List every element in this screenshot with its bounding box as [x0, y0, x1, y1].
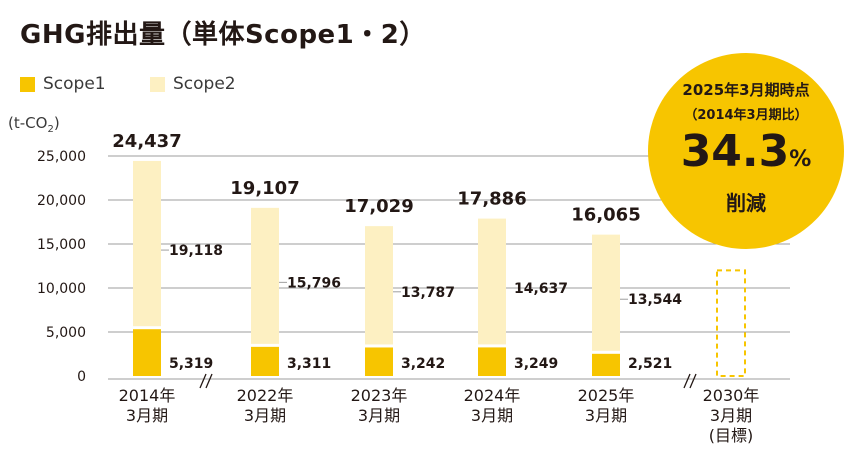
bar-scope1: [251, 346, 279, 376]
x-tick-label-line: 3月期: [471, 406, 513, 425]
x-tick-label-line: 2025年: [578, 386, 635, 405]
x-tick-label: 2030年 3月期(目標): [703, 386, 760, 445]
reduction-badge: 2025年3月期時点 （2014年3月期比） 34.3% 削減: [648, 53, 844, 249]
badge-value: 34.3: [680, 126, 790, 177]
bar-scope2: [251, 207, 279, 344]
data-label-scope1: 3,249: [514, 356, 558, 372]
legend-swatch-scope1: [20, 76, 35, 92]
data-label-scope1: 2,521: [628, 356, 672, 372]
x-tick-label-line: (目標): [709, 426, 754, 445]
badge-line-1: 2025年3月期時点: [682, 81, 810, 99]
x-tick-label: 2023年 3月期: [351, 386, 408, 425]
x-tick-label-line: 3月期: [358, 406, 400, 425]
data-label-scope2: 13,544: [628, 292, 682, 308]
x-tick-label: 2014年 3月期: [119, 386, 176, 425]
legend-item-scope1: Scope1: [20, 74, 106, 94]
data-label-scope2: 15,796: [287, 275, 341, 291]
data-label-scope1: 5,319: [169, 356, 213, 372]
legend-item-scope2: Scope2: [150, 74, 236, 94]
bar-scope1: [365, 347, 393, 376]
chart-title: GHG排出量（単体Scope1・2）: [20, 20, 426, 50]
legend-label-scope2: Scope2: [173, 74, 236, 94]
x-tick-label-line: 2024年: [464, 386, 521, 405]
badge-line-2: （2014年3月期比）: [684, 108, 808, 123]
bar-scope1: [592, 353, 620, 376]
legend-swatch-scope2: [150, 76, 165, 92]
x-tick-label-line: 2030年: [703, 386, 760, 405]
data-label-scope2: 13,787: [401, 285, 455, 301]
axis-break-mark: [205, 373, 213, 389]
bar-scope2: [592, 234, 620, 351]
data-label-total: 17,029: [344, 196, 413, 217]
y-tick-label: 5,000: [46, 325, 86, 341]
x-tick-label-line: 3月期: [244, 406, 286, 425]
data-label-total: 17,886: [457, 189, 526, 210]
data-label-total: 19,107: [230, 178, 299, 199]
y-tick-label: 25,000: [37, 149, 86, 165]
data-label-scope1: 3,242: [401, 356, 445, 372]
legend-label-scope1: Scope1: [43, 74, 106, 94]
axis-break-mark: [199, 373, 207, 389]
badge-percent: 34.3%: [648, 127, 844, 185]
axis-break-mark: [683, 373, 691, 389]
x-tick-label: 2025年 3月期: [578, 386, 635, 425]
axis-break-mark: [689, 373, 697, 389]
y-tick-label: 20,000: [37, 193, 86, 209]
bar-scope1: [133, 329, 161, 376]
x-tick-label: 2024年 3月期: [464, 386, 521, 425]
bar-scope1: [478, 347, 506, 376]
data-label-scope1: 3,311: [287, 356, 331, 372]
x-tick-label-line: 2023年: [351, 386, 408, 405]
bar-scope2: [133, 160, 161, 327]
bar-scope2: [365, 226, 393, 345]
x-tick-label-line: 3月期: [126, 406, 168, 425]
data-label-scope2: 14,637: [514, 281, 568, 297]
y-tick-label: 0: [77, 369, 86, 385]
x-tick-label-line: 2022年: [237, 386, 294, 405]
target-bar-outline: [716, 269, 746, 377]
bar-scope2: [478, 218, 506, 345]
badge-unit: %: [789, 147, 812, 172]
x-tick-label-line: 3月期: [585, 406, 627, 425]
data-label-total: 16,065: [571, 205, 640, 226]
badge-line-3: 削減: [726, 191, 766, 215]
y-tick-label: 10,000: [37, 281, 86, 297]
x-tick-label: 2022年 3月期: [237, 386, 294, 425]
data-label-total: 24,437: [112, 131, 181, 152]
x-tick-label-line: 2014年: [119, 386, 176, 405]
x-tick-label-line: 3月期: [710, 406, 752, 425]
y-tick-label: 15,000: [37, 237, 86, 253]
y-axis-unit-label: (t-CO2): [8, 114, 60, 135]
data-label-scope2: 19,118: [169, 243, 223, 259]
